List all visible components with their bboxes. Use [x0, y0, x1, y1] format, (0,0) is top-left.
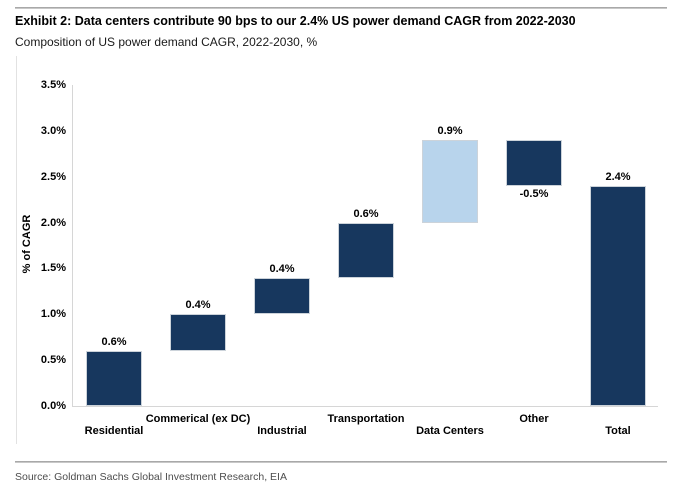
bar-value-label-commerical-ex-dc: 0.4% — [185, 299, 211, 312]
x-axis-line — [72, 406, 658, 407]
bar-value-label-industrial: 0.4% — [269, 262, 295, 275]
top-rule — [15, 7, 667, 9]
bar-value-label-data-centers: 0.9% — [437, 125, 463, 138]
bar-industrial — [254, 277, 310, 315]
y-axis-tick-label: 0.5% — [40, 354, 66, 367]
y-axis-tick-label: 1.5% — [40, 262, 66, 275]
source-line: Source: Goldman Sachs Global Investment … — [15, 471, 287, 483]
bar-other — [506, 140, 562, 186]
bar-value-label-transportation: 0.6% — [353, 207, 379, 220]
x-axis-category-label-industrial: Industrial — [257, 425, 307, 437]
y-axis-tick-label: 3.0% — [40, 124, 66, 137]
bar-commerical-ex-dc — [170, 314, 226, 351]
y-axis-tick-label: 1.0% — [40, 308, 66, 321]
y-axis-line — [72, 85, 73, 406]
bar-value-label-residential: 0.6% — [101, 335, 127, 348]
exhibit-title: Exhibit 2: Data centers contribute 90 bp… — [15, 14, 576, 28]
bar-value-label-total: 2.4% — [605, 170, 631, 183]
x-axis-category-label-commerical-ex-dc: Commerical (ex DC) — [145, 413, 251, 425]
bottom-rule — [15, 461, 667, 463]
exhibit-subtitle: Composition of US power demand CAGR, 202… — [15, 35, 318, 49]
bar-value-label-other: -0.5% — [519, 187, 549, 200]
y-axis-title: % of CAGR — [21, 214, 33, 274]
bar-data-centers — [422, 140, 478, 223]
bar-total — [590, 185, 646, 406]
y-axis-tick-label: 3.5% — [40, 79, 66, 91]
bar-residential — [86, 350, 142, 406]
y-axis-tick-label: 2.0% — [40, 216, 66, 229]
y-axis-tick-label: 2.5% — [40, 170, 66, 183]
x-axis-category-label-data-centers: Data Centers — [416, 425, 484, 437]
x-axis-category-label-other: Other — [519, 413, 549, 425]
bar-transportation — [338, 222, 394, 278]
chart-frame-left-border — [16, 56, 17, 444]
x-axis-category-label-total: Total — [605, 425, 631, 437]
x-axis-category-label-transportation: Transportation — [327, 413, 405, 425]
x-axis-category-label-residential: Residential — [84, 425, 144, 437]
y-axis-tick-label: 0.0% — [40, 400, 66, 412]
